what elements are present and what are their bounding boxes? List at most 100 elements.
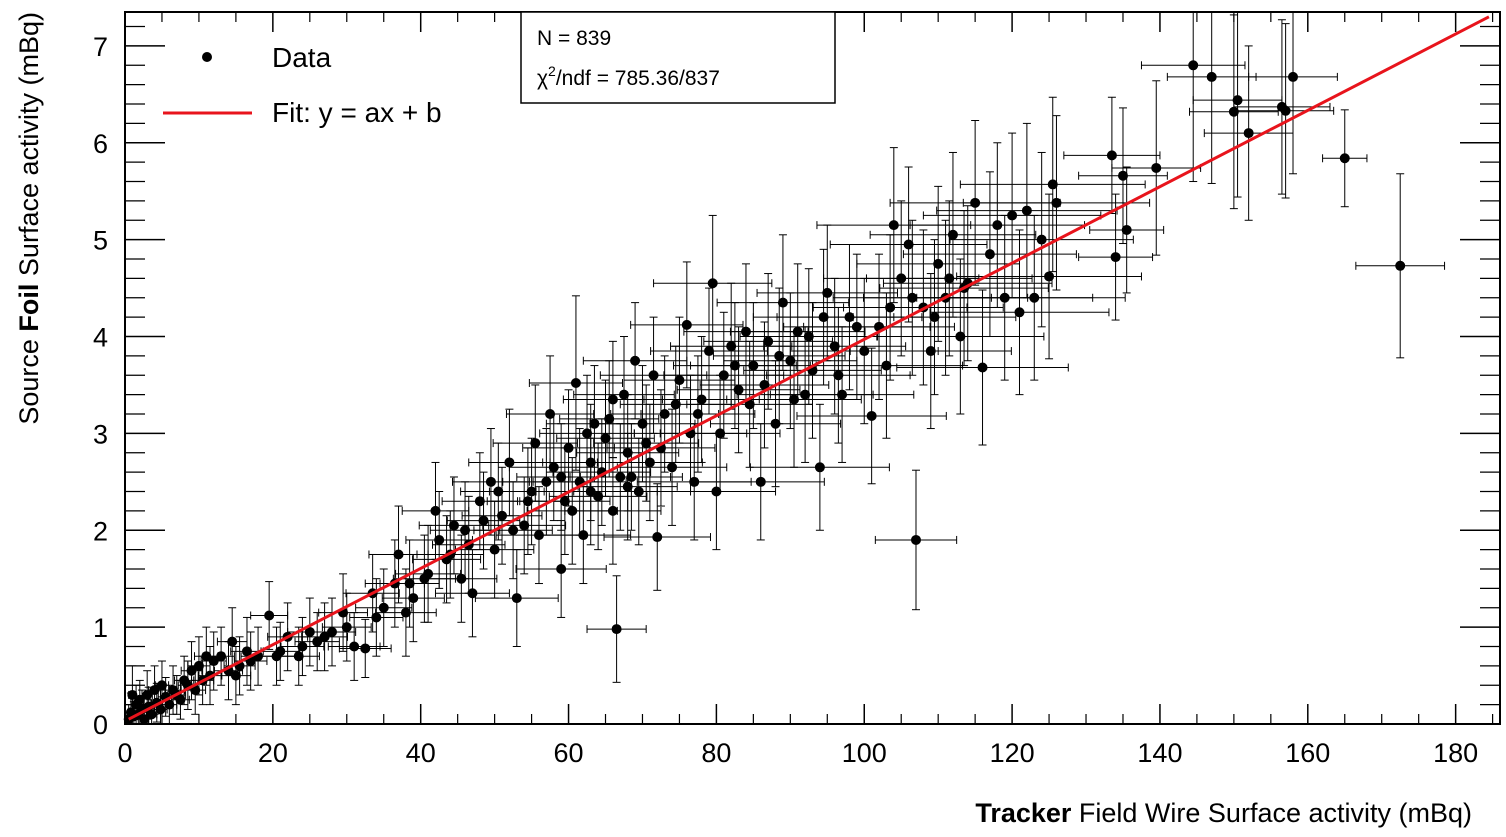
data-point <box>796 347 947 485</box>
data-point <box>532 428 627 536</box>
data-point <box>959 96 1146 273</box>
data-marker <box>944 273 955 284</box>
legend: Data Fit: y = ax + b <box>163 42 442 128</box>
data-marker <box>777 297 788 308</box>
data-point <box>1078 193 1154 321</box>
data-point <box>528 295 624 471</box>
y-tick-label: 5 <box>93 226 108 256</box>
x-tick-label: 140 <box>1137 738 1182 768</box>
data-marker <box>201 651 212 662</box>
data-marker <box>1014 307 1025 318</box>
x-tick-label: 160 <box>1285 738 1330 768</box>
data-point <box>355 568 413 648</box>
y-tick-label: 3 <box>93 419 108 449</box>
data-marker <box>434 534 445 545</box>
data-marker <box>556 564 567 575</box>
y-tick-label: 4 <box>93 323 108 353</box>
data-marker <box>485 476 496 487</box>
data-marker <box>833 370 844 381</box>
data-point <box>321 592 372 662</box>
data-marker <box>275 646 286 657</box>
data-marker <box>1021 205 1032 216</box>
data-marker <box>1007 210 1018 221</box>
data-point <box>929 229 1110 396</box>
data-marker <box>785 355 796 366</box>
data-point <box>812 234 968 381</box>
data-marker <box>227 636 238 647</box>
data-marker <box>1188 60 1199 71</box>
data-point <box>213 641 244 701</box>
data-marker <box>578 530 589 541</box>
data-marker <box>607 505 618 516</box>
data-point <box>902 171 1077 338</box>
fit-line <box>128 15 1490 721</box>
data-point <box>482 476 567 575</box>
y-tick-label: 6 <box>93 129 108 159</box>
data-marker <box>1288 71 1299 82</box>
data-point <box>630 261 744 389</box>
stats-chi2: χ2/ndf = 785.36/837 <box>537 63 720 90</box>
data-marker <box>497 510 508 521</box>
x-tick-label: 80 <box>701 738 731 768</box>
data-marker <box>570 378 581 389</box>
data-marker <box>644 457 655 468</box>
data-marker <box>493 486 504 497</box>
data-marker <box>142 689 153 700</box>
data-point <box>712 287 846 425</box>
data-point <box>564 457 662 565</box>
x-tick-label: 0 <box>117 738 132 768</box>
data-marker <box>563 442 574 453</box>
data-point <box>516 423 607 531</box>
data-marker <box>585 486 596 497</box>
data-marker <box>448 520 459 531</box>
data-marker <box>866 410 877 421</box>
chi2-value: /ndf = 785.36/837 <box>556 67 720 90</box>
data-marker <box>293 651 304 662</box>
data-point <box>922 132 1102 299</box>
data-point <box>673 302 797 430</box>
data-point <box>461 466 543 565</box>
data-marker <box>1121 224 1132 235</box>
y-axis-title-1: Source <box>14 332 44 425</box>
x-tick-label: 180 <box>1433 738 1478 768</box>
legend-data-marker <box>202 52 212 62</box>
data-marker <box>600 433 611 444</box>
data-marker <box>837 389 848 400</box>
data-marker <box>637 418 648 429</box>
data-marker <box>545 409 556 420</box>
data-marker <box>393 549 404 560</box>
data-marker <box>1110 252 1121 263</box>
data-marker <box>611 624 622 635</box>
data-marker <box>696 394 707 405</box>
data-marker <box>851 321 862 332</box>
data-point <box>1189 14 1279 210</box>
data-marker <box>1151 162 1162 173</box>
data-point <box>515 520 607 618</box>
data-point <box>653 214 773 352</box>
x-axis-title-bold: Tracker <box>975 798 1072 828</box>
data-marker <box>604 413 615 424</box>
data-points <box>123 11 1446 725</box>
x-tick-label: 20 <box>258 738 288 768</box>
data-marker <box>733 384 744 395</box>
x-tick-label: 60 <box>554 738 584 768</box>
axis-ticks: 0 20 40 60 80 100 120 140 160 180 0 1 2 3 4 5 6 7 <box>93 12 1500 768</box>
data-marker <box>489 544 500 555</box>
data-marker <box>681 319 692 330</box>
data-marker <box>404 578 415 589</box>
data-point <box>1355 173 1446 359</box>
data-point <box>1078 107 1168 245</box>
y-tick-label: 0 <box>93 710 108 740</box>
x-tick-label: 120 <box>990 738 1035 768</box>
data-marker <box>371 612 382 623</box>
x-tick-label: 40 <box>406 738 436 768</box>
data-marker <box>460 525 471 536</box>
data-point <box>1248 11 1338 175</box>
data-marker <box>175 694 186 705</box>
data-point <box>548 442 648 551</box>
data-point <box>381 553 445 643</box>
data-marker <box>241 646 252 657</box>
data-marker <box>548 462 559 473</box>
data-point <box>1192 11 1283 198</box>
data-marker <box>419 573 430 584</box>
